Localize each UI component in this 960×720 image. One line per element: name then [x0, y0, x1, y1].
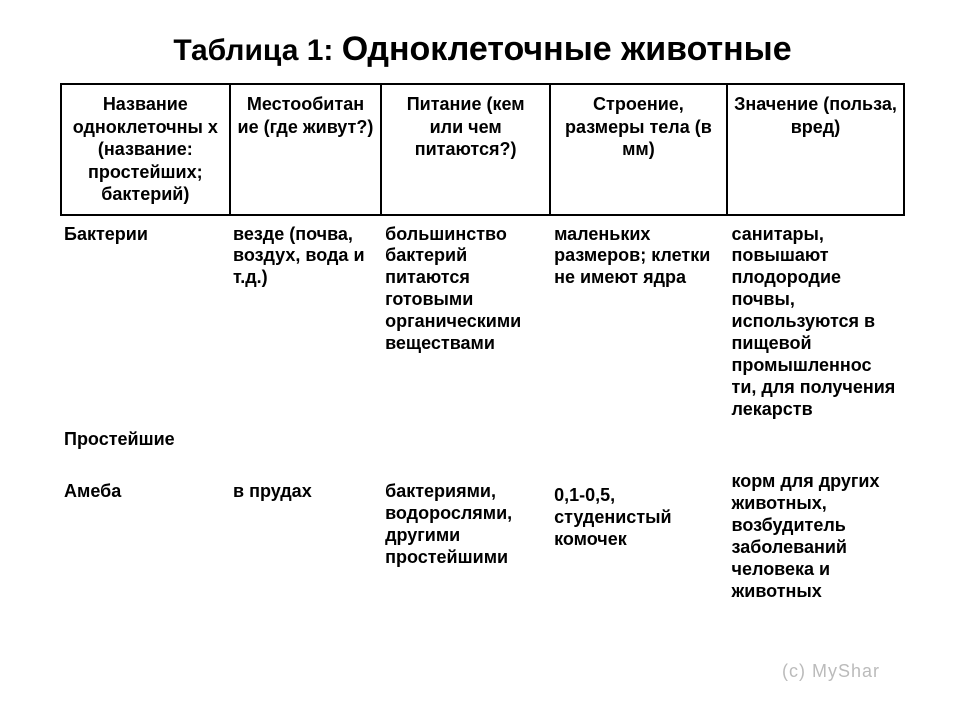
slide-title: Таблица 1: Одноклеточные животные [60, 30, 905, 69]
cell-nutrition: бактериями, водорослями, другими простей… [381, 455, 550, 607]
col-header-structure: Строение, размеры тела (в мм) [550, 84, 727, 215]
table-row: Амеба в прудах бактериями, водорослями, … [60, 455, 905, 607]
cell-nutrition: большинство бактерий питаются готовыми о… [381, 220, 550, 426]
cell-name: Амеба [60, 455, 229, 607]
title-main: Одноклеточные животные [342, 30, 792, 68]
col-header-meaning: Значение (польза, вред) [727, 84, 904, 215]
cell-habitat: в прудах [229, 455, 381, 607]
cell-meaning: корм для других животных, возбудитель за… [728, 455, 905, 607]
title-prefix: Таблица 1: [173, 34, 333, 67]
col-header-habitat: Местообитан ие (где живут?) [230, 84, 382, 215]
table-row: Бактерии везде (почва, воздух, вода и т.… [60, 220, 905, 426]
header-table: Название одноклеточны х (название: прост… [60, 83, 905, 216]
cell-structure: маленьких размеров; клетки не имеют ядра [550, 220, 727, 426]
slide: Таблица 1: Одноклеточные животные Назван… [0, 0, 960, 720]
section-row: Простейшие [60, 425, 905, 455]
header-row: Название одноклеточны х (название: прост… [61, 84, 904, 215]
cell-habitat: везде (почва, воздух, вода и т.д.) [229, 220, 381, 426]
cell-structure: 0,1-0,5, студенистый комочек [550, 455, 727, 607]
cell-meaning: санитары, повышают плодородие почвы, исп… [728, 220, 905, 426]
col-header-name: Название одноклеточны х (название: прост… [61, 84, 230, 215]
watermark: (c) MyShar [782, 661, 880, 682]
section-label: Простейшие [60, 425, 905, 455]
body-table: Бактерии везде (почва, воздух, вода и т.… [60, 220, 905, 607]
cell-name: Бактерии [60, 220, 229, 426]
col-header-nutrition: Питание (кем или чем питаются?) [381, 84, 550, 215]
